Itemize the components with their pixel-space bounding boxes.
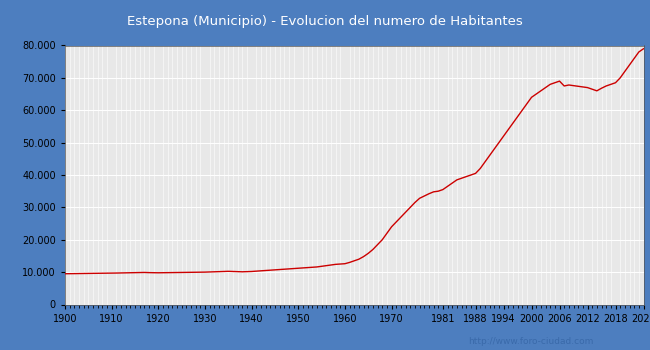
Text: Estepona (Municipio) - Evolucion del numero de Habitantes: Estepona (Municipio) - Evolucion del num…: [127, 14, 523, 28]
Text: http://www.foro-ciudad.com: http://www.foro-ciudad.com: [468, 337, 593, 346]
